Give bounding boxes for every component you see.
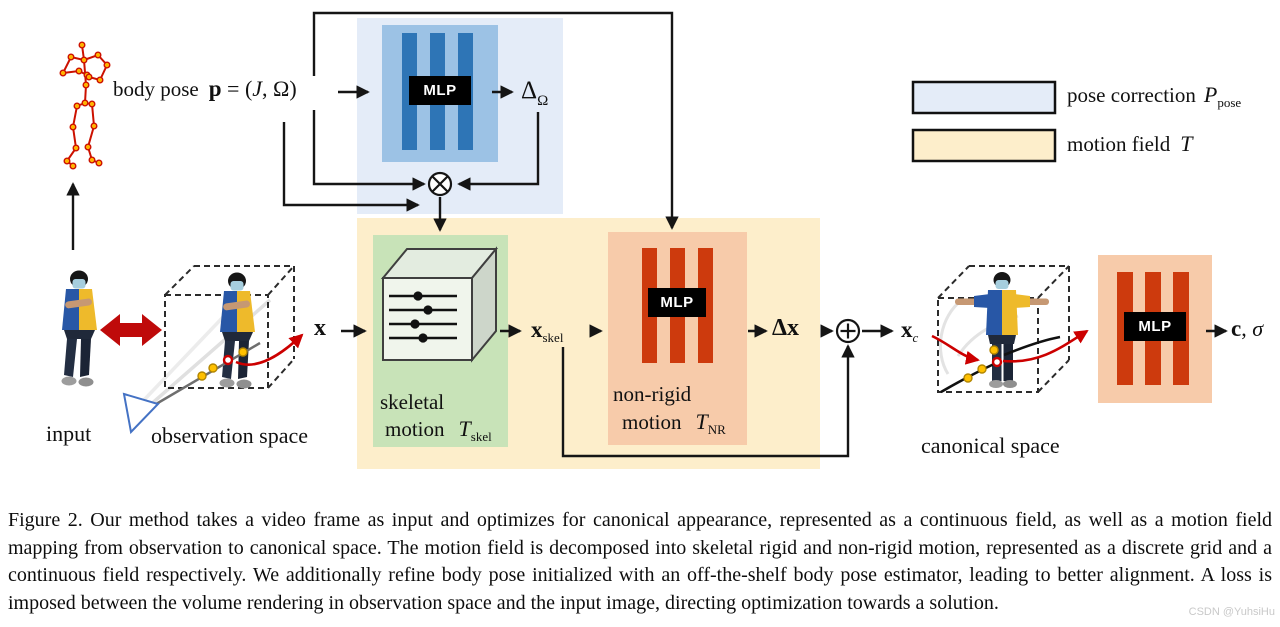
oplus-operator [835,318,861,344]
legend-pose-correction-label: pose correction Ppose [1067,82,1242,110]
canonical-mlp-chip: MLP [1124,312,1186,341]
pose-mlp-chip: MLP [409,76,471,105]
canonical-cube [931,265,1089,394]
pose-symbol: p [208,76,222,101]
arrow-pose-to-nonrigid [312,11,679,230]
skeletal-motion-label-line1: skeletal [380,390,445,414]
ray-sample-points [197,347,248,381]
legend-pose-correction-swatch [911,80,1057,115]
x-skel-label: xskel [531,317,564,345]
skeletal-grid-icon [380,246,499,363]
body-pose-text: body pose [113,77,199,101]
delta-omega-label: ΔΩ [521,77,549,109]
arrow-delta-omega-to-otimes [457,112,540,191]
joints-symbol: J [252,76,263,101]
otimes-operator [427,171,453,197]
x-label: x [314,315,326,341]
connector-lines [66,11,1228,458]
nonrigid-motion-label-line2: motion TNR [622,409,726,437]
canonical-mlp-icon [1117,272,1189,385]
nonrigid-motion-label-line1: non-rigid [613,382,692,406]
observation-cube [122,265,304,435]
legend-swatches [911,80,1057,163]
camera-frustum-icon [122,392,160,435]
x-c-label: xc [901,317,919,345]
input-label: input [46,421,92,446]
body-pose-skeleton [59,41,111,170]
input-person-image [61,270,97,387]
arrow-cube-to-mlp [1002,329,1089,363]
arrow-pose-to-otimes [312,110,426,191]
skeletal-motion-label-line2: motion Tskel [385,416,492,444]
correspondence-double-arrow [100,314,162,346]
canonical-person-image [955,272,1049,388]
arrow-xskel-skip-to-oplus [561,344,855,458]
figure-caption: Figure 2. Our method takes a video frame… [8,509,1272,614]
legend-motion-field-label: motion field T [1067,131,1193,156]
output-c-sigma-label: c, σ [1231,316,1264,341]
canonical-space-label: canonical space [921,433,1060,458]
canonical-ray [1003,335,1061,357]
canonical-sample-points [963,345,1003,383]
arrow-sample-to-x [235,333,304,366]
diagram-graphics [59,11,1228,469]
nonrigid-mlp-chip: MLP [648,288,706,317]
figure-canvas: MLP MLP MLP body pose p = (J, Ω) ΔΩ pose … [46,11,1264,469]
observation-person-image [219,272,255,389]
delta-x-label: Δx [772,315,800,341]
legend-motion-field-swatch [911,128,1057,163]
arrow-xc-to-cube [931,334,980,365]
observation-space-label: observation space [151,423,308,448]
arrow-pose-to-skeletal [282,122,420,212]
body-pose-label: body pose p = (J, Ω) [113,76,297,101]
ghost-curve [939,298,963,375]
watermark: CSDN @YuhsiHu [1188,606,1275,618]
